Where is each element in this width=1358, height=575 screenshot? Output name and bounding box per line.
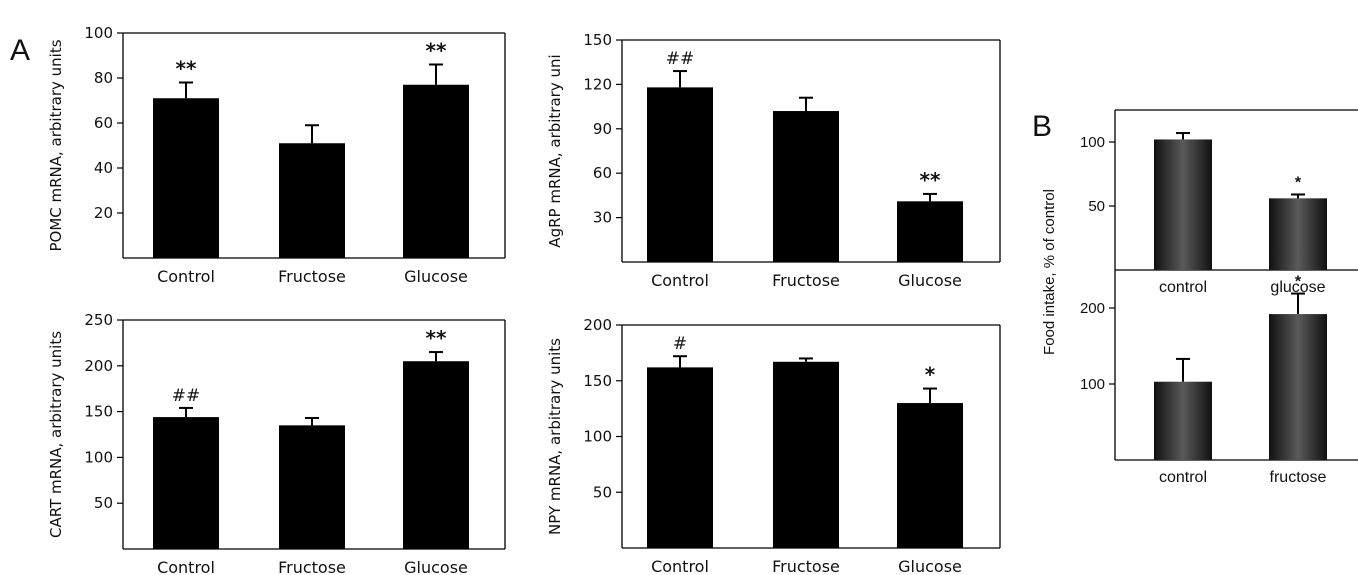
chart-npy-ylabel: NPY mRNA, arbitrary units bbox=[546, 338, 564, 535]
panel-label-a: A bbox=[10, 34, 30, 67]
chart-npy-significance-control: # bbox=[673, 334, 687, 354]
chart-food_fructose-ytick-label-0: 100 bbox=[1080, 376, 1105, 393]
chart-npy-bar-glucose bbox=[897, 403, 963, 548]
chart-food_glucose-bar-control bbox=[1154, 139, 1212, 270]
chart-pomc-ytick-label-4: 100 bbox=[84, 24, 113, 42]
chart-agrp-category-glucose: Glucose bbox=[898, 271, 962, 290]
chart-food_glucose-ylabel: Food intake, % of control bbox=[1041, 189, 1058, 355]
chart-pomc-ylabel: POMC mRNA, arbitrary units bbox=[47, 39, 65, 251]
chart-food_glucose-significance-glucose: * bbox=[1295, 174, 1302, 191]
chart-pomc-category-glucose: Glucose bbox=[404, 267, 468, 286]
chart-agrp-category-fructose: Fructose bbox=[772, 271, 840, 290]
chart-agrp-ytick-label-2: 90 bbox=[593, 120, 612, 138]
chart-agrp-bar-control bbox=[647, 87, 713, 262]
chart-npy-ytick-label-3: 200 bbox=[583, 316, 612, 334]
chart-cart-bar-glucose bbox=[403, 361, 469, 549]
chart-pomc-category-fructose: Fructose bbox=[278, 267, 346, 286]
panel-label-b: B bbox=[1032, 110, 1052, 143]
chart-cart-significance-control: ## bbox=[172, 386, 201, 406]
chart-food_fructose-ytick-label-1: 200 bbox=[1080, 300, 1105, 317]
chart-cart-bar-control bbox=[153, 417, 219, 549]
chart-npy: 50 100 150 200 NPY mRNA, arbitrary units # Con… bbox=[546, 316, 1001, 575]
chart-cart-ytick-label-0: 50 bbox=[94, 494, 113, 512]
chart-pomc-ytick-label-0: 20 bbox=[94, 204, 113, 222]
chart-agrp-category-control: Control bbox=[651, 271, 709, 290]
chart-agrp-bar-fructose bbox=[773, 111, 839, 262]
chart-npy-bar-control bbox=[647, 367, 713, 548]
chart-npy-ytick-label-1: 100 bbox=[583, 428, 612, 446]
chart-npy-category-control: Control bbox=[651, 557, 709, 575]
chart-pomc-ytick-label-1: 40 bbox=[94, 159, 113, 177]
chart-food_glucose-category-control: control bbox=[1159, 279, 1207, 296]
chart-pomc: 20 40 60 80 100 POMC mRNA, arbitrary units ** C… bbox=[47, 24, 506, 286]
chart-cart: 50 100 150 200 250 CART mRNA, arbitrary units… bbox=[47, 311, 506, 575]
chart-food_fructose-bar-control bbox=[1154, 381, 1212, 460]
chart-cart-ytick-label-3: 200 bbox=[84, 357, 113, 375]
chart-pomc-significance-control: ** bbox=[176, 57, 197, 81]
chart-food_fructose: 100 200 control * fructose bbox=[1080, 270, 1358, 486]
chart-cart-ytick-label-1: 100 bbox=[84, 448, 113, 466]
chart-npy-category-fructose: Fructose bbox=[772, 557, 840, 575]
chart-food_fructose-significance-fructose: * bbox=[1295, 274, 1302, 291]
chart-cart-category-control: Control bbox=[157, 558, 215, 575]
chart-npy-ytick-label-2: 150 bbox=[583, 372, 612, 390]
chart-agrp-ytick-label-3: 120 bbox=[583, 75, 612, 93]
chart-npy-significance-glucose: * bbox=[925, 363, 936, 387]
chart-food_fructose-category-fructose: fructose bbox=[1270, 469, 1327, 486]
chart-cart-significance-glucose: ** bbox=[426, 326, 447, 350]
chart-agrp-ytick-label-1: 60 bbox=[593, 164, 612, 182]
chart-agrp-ylabel: AgRP mRNA, arbitrary uni bbox=[546, 54, 564, 247]
chart-food_glucose-category-glucose: glucose bbox=[1270, 279, 1325, 296]
chart-pomc-bar-fructose bbox=[279, 143, 345, 258]
chart-food_glucose-bar-glucose bbox=[1269, 198, 1327, 270]
chart-cart-ylabel: CART mRNA, arbitrary units bbox=[47, 331, 65, 538]
chart-agrp-significance-control: ## bbox=[666, 49, 695, 69]
chart-npy-bar-fructose bbox=[773, 361, 839, 548]
chart-pomc-category-control: Control bbox=[157, 267, 215, 286]
chart-agrp-bar-glucose bbox=[897, 201, 963, 262]
chart-pomc-significance-glucose: ** bbox=[426, 39, 447, 63]
chart-cart-category-fructose: Fructose bbox=[278, 558, 346, 575]
chart-cart-bar-fructose bbox=[279, 425, 345, 549]
chart-pomc-ytick-label-2: 60 bbox=[94, 114, 113, 132]
chart-npy-category-glucose: Glucose bbox=[898, 557, 962, 575]
chart-cart-ytick-label-4: 250 bbox=[84, 311, 113, 329]
chart-pomc-bar-control bbox=[153, 98, 219, 258]
chart-pomc-bar-glucose bbox=[403, 84, 469, 258]
chart-food_fructose-category-control: control bbox=[1159, 469, 1207, 486]
chart-food_glucose-ytick-label-1: 100 bbox=[1080, 134, 1105, 151]
chart-cart-ytick-label-2: 150 bbox=[84, 403, 113, 421]
chart-agrp-significance-glucose: ** bbox=[920, 168, 941, 192]
chart-agrp-ytick-label-4: 150 bbox=[583, 31, 612, 49]
chart-agrp: 30 60 90 120 150 AgRP mRNA, arbitrary uni ## Co… bbox=[546, 31, 1001, 290]
chart-cart-category-glucose: Glucose bbox=[404, 558, 468, 575]
chart-food_glucose-ytick-label-0: 50 bbox=[1088, 198, 1105, 215]
chart-agrp-ytick-label-0: 30 bbox=[593, 209, 612, 227]
chart-npy-ytick-label-0: 50 bbox=[593, 483, 612, 501]
chart-pomc-ytick-label-3: 80 bbox=[94, 69, 113, 87]
chart-food_fructose-bar-fructose bbox=[1269, 314, 1327, 460]
